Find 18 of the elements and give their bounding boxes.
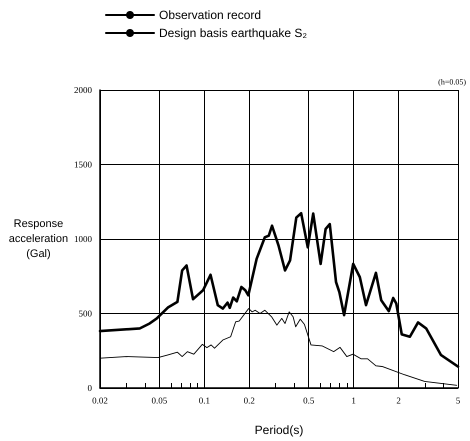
x-tick-label: 0.5 [303,396,315,406]
y-axis-title: Response acceleration (Gal) [8,218,68,260]
legend-label: Design basis earthquake S₂ [159,26,308,40]
legend-label: Observation record [159,8,262,22]
x-tick-label: 2 [396,396,401,406]
y-tick-label: 2000 [74,85,92,95]
y-tick-label: 1000 [74,234,92,244]
x-tick-label: 0.02 [92,396,108,406]
x-axis-title: Period(s) [254,423,304,437]
text: (h=0.05) [438,78,466,86]
x-tick-label: 0.05 [152,396,168,406]
x-tick-label: 0.2 [244,396,255,406]
y-tick-label: 500 [78,308,92,318]
x-tick-label: 0.1 [198,396,210,406]
x-tick-label: 1 [351,396,356,406]
y-tick-label: 0 [88,383,92,393]
x-tick-label: 5 [456,396,461,406]
y-tick-label: 1500 [74,160,92,170]
